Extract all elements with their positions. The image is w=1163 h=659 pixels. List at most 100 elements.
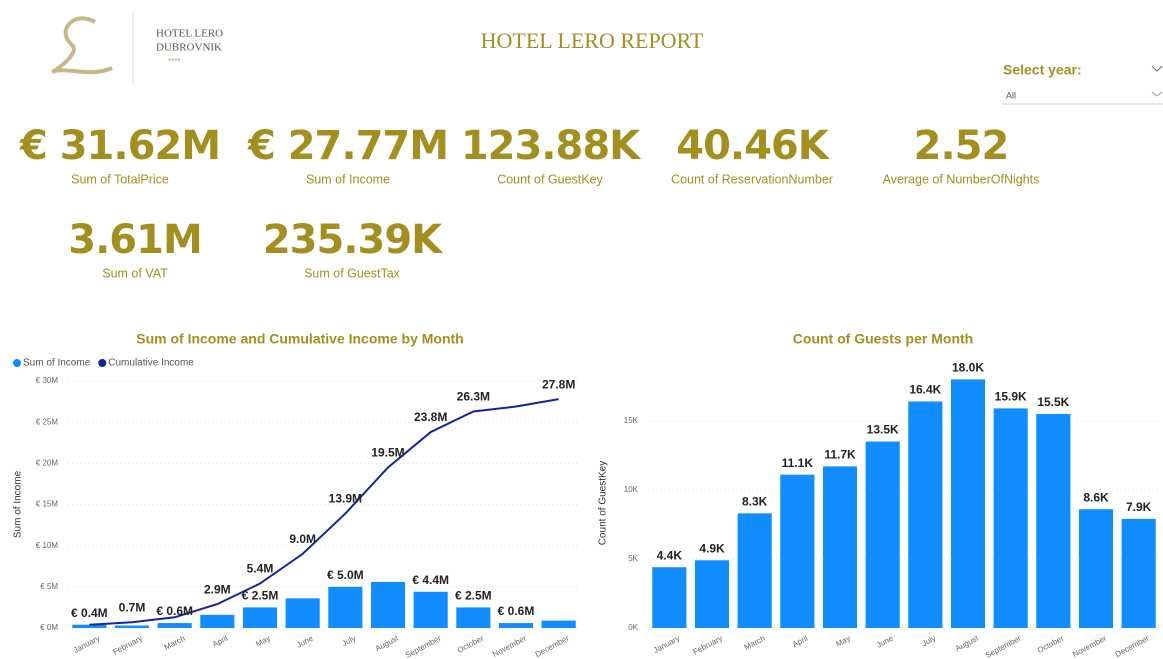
bar xyxy=(413,591,448,628)
data-label: 27.8M xyxy=(542,377,575,391)
kpi-label: Sum of TotalPrice xyxy=(71,172,169,186)
bar xyxy=(865,441,900,628)
x-tick-label: December xyxy=(1114,634,1151,659)
x-tick-label: January xyxy=(652,634,681,655)
kpi-label: Count of ReservationNumber xyxy=(671,172,833,186)
bar xyxy=(694,560,730,628)
data-label: € 5.0M xyxy=(327,568,364,582)
data-label: 4.9K xyxy=(699,541,725,555)
bar xyxy=(780,474,815,628)
data-label: 13.5K xyxy=(867,423,899,437)
data-label: 15.5K xyxy=(1037,395,1069,409)
report-title: HOTEL LERO REPORT xyxy=(481,28,704,53)
x-tick-label: November xyxy=(491,634,528,659)
legend-label: Sum of Income xyxy=(23,358,91,369)
kpi-value: € 31.62M xyxy=(19,123,220,169)
y-axis-title: Sum of Income xyxy=(13,470,24,538)
x-tick-label: April xyxy=(211,634,230,650)
data-label: 5.4M xyxy=(247,562,274,576)
bar xyxy=(456,607,491,628)
y-tick-label: 5K xyxy=(628,554,638,563)
legend-marker xyxy=(98,359,107,367)
kpi-label: Sum of GuestTax xyxy=(304,266,401,280)
logo-stars: **** xyxy=(168,57,180,66)
x-tick-label: December xyxy=(534,634,571,659)
y-tick-label: € 25M xyxy=(36,417,59,426)
bar xyxy=(1121,518,1156,628)
bar xyxy=(822,466,858,628)
x-tick-label: March xyxy=(743,634,767,652)
data-label: € 0.4M xyxy=(71,606,108,620)
data-label: € 0.6M xyxy=(498,604,535,618)
legend-marker xyxy=(13,359,21,367)
line xyxy=(89,398,559,626)
data-label: € 2.5M xyxy=(242,589,279,603)
x-tick-label: July xyxy=(920,634,937,649)
kpi-cards: € 31.62M Sum of TotalPrice € 27.77M Sum of … xyxy=(19,123,1039,280)
bar xyxy=(114,625,150,628)
bar xyxy=(157,623,192,628)
x-tick-label: September xyxy=(404,634,443,659)
y-tick-label: 0K xyxy=(628,623,638,632)
year-slicer[interactable]: Select year: All xyxy=(1002,62,1163,105)
bar xyxy=(541,620,576,628)
x-tick-label: May xyxy=(254,634,272,649)
legend-label: Cumulative Income xyxy=(108,358,194,369)
bar xyxy=(993,408,1028,628)
kpi-value: € 27.77M xyxy=(247,123,448,169)
x-tick-label: October xyxy=(456,634,486,655)
bar xyxy=(285,598,320,628)
x-tick-label: February xyxy=(691,634,723,657)
x-tick-label: April xyxy=(791,634,810,650)
data-label: 18.0K xyxy=(952,361,984,375)
bar xyxy=(908,401,943,628)
x-tick-label: August xyxy=(374,633,401,653)
data-label: € 4.4M xyxy=(412,573,449,587)
data-label: 0.7M xyxy=(119,600,146,614)
x-tick-label: June xyxy=(295,633,315,649)
bar xyxy=(328,586,363,628)
x-tick-label: May xyxy=(834,634,852,649)
data-label: 2.9M xyxy=(204,582,231,596)
x-tick-label: November xyxy=(1071,634,1108,659)
x-tick-label: June xyxy=(875,633,895,649)
x-tick-label: August xyxy=(954,633,981,653)
chart-title: Count of Guests per Month xyxy=(793,331,973,347)
bar xyxy=(200,614,235,628)
kpi-label: Count of GuestKey xyxy=(497,172,603,186)
y-tick-label: 15K xyxy=(624,416,639,425)
data-label: € 0.6M xyxy=(156,604,193,618)
data-label: 8.3K xyxy=(742,495,768,509)
data-label: 11.1K xyxy=(782,456,814,470)
data-label: 26.3M xyxy=(457,390,490,404)
data-label: 15.9K xyxy=(995,390,1027,404)
chevron xyxy=(1151,65,1163,72)
x-tick-label: October xyxy=(1036,634,1066,655)
data-label: 9.0M xyxy=(289,532,316,546)
logo-text: DUBROVNIK xyxy=(156,42,222,54)
y-tick-label: € 15M xyxy=(36,500,59,509)
data-label: 16.4K xyxy=(909,383,941,397)
x-tick-label: January xyxy=(72,634,101,655)
logo-text: HOTEL LERO xyxy=(156,28,223,40)
slicer-label: Select year: xyxy=(1003,62,1082,78)
slicer-value[interactable]: All xyxy=(1006,90,1016,100)
y-tick-label: € 30M xyxy=(36,376,59,385)
kpi-label: Sum of VAT xyxy=(102,266,168,280)
chevron xyxy=(1151,91,1163,97)
y-tick-label: € 0M xyxy=(40,623,58,632)
y-tick-label: 10K xyxy=(624,485,639,494)
bar xyxy=(72,624,107,628)
charts: Sum of Income and Cumulative Income by M… xyxy=(13,331,1160,659)
x-tick-label: February xyxy=(111,634,143,657)
data-label: 19.5M xyxy=(371,446,404,460)
x-tick-label: March xyxy=(163,634,187,652)
bar xyxy=(498,623,534,628)
kpi-value: 40.46K xyxy=(676,123,831,169)
data-label: 7.9K xyxy=(1126,500,1152,514)
bar xyxy=(370,581,406,628)
kpi-label: Average of NumberOfNights xyxy=(883,172,1040,186)
x-tick-label: September xyxy=(984,634,1023,659)
data-label: 23.8M xyxy=(414,410,447,424)
